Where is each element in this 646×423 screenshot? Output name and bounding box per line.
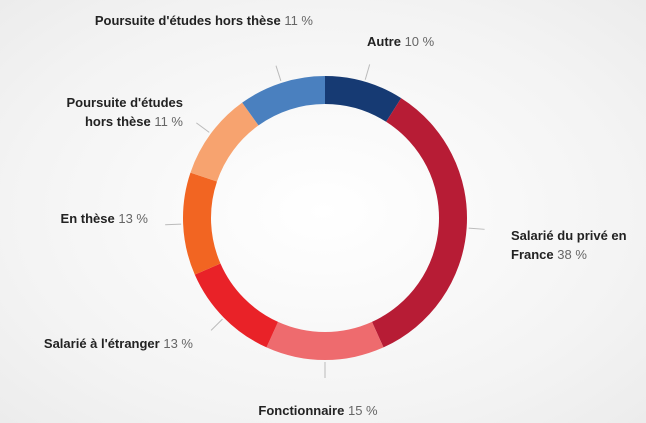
leader-line bbox=[364, 64, 371, 80]
donut-segment bbox=[371, 98, 468, 348]
category-name: Poursuite d'études hors thèse bbox=[66, 95, 184, 129]
value-label: 11 % bbox=[154, 114, 183, 129]
segment-label: Fonctionnaire 15 % bbox=[218, 401, 418, 420]
segment-label: En thèse 13 % bbox=[0, 209, 148, 228]
leader-line bbox=[210, 318, 223, 331]
category-name: Poursuite d'études hors thèse bbox=[94, 13, 281, 28]
value-label: 38 % bbox=[557, 247, 587, 262]
segment-label: Salarié du privé en France 38 % bbox=[511, 226, 636, 264]
value-label: 11 % bbox=[284, 13, 313, 28]
leader-line bbox=[468, 227, 485, 230]
value-label: 15 % bbox=[347, 403, 378, 418]
category-name: Autre bbox=[367, 34, 401, 49]
category-name: Fonctionnaire bbox=[258, 403, 345, 418]
segment-label: Salarié à l'étranger 13 % bbox=[3, 334, 193, 353]
category-name: Salarié du privé en France bbox=[511, 228, 627, 262]
segment-label: Poursuite d'études hors thèse 11 % bbox=[13, 11, 313, 30]
donut-segment bbox=[242, 76, 325, 126]
segment-label: Poursuite d'études hors thèse 11 % bbox=[48, 93, 184, 131]
category-name: En thèse bbox=[60, 211, 115, 226]
leader-line bbox=[196, 122, 210, 133]
leader-line bbox=[165, 223, 182, 226]
value-label: 13 % bbox=[163, 336, 193, 351]
value-label: 10 % bbox=[404, 34, 435, 49]
donut-segment bbox=[266, 321, 384, 360]
category-name: Salarié à l'étranger bbox=[43, 336, 160, 351]
donut-segment bbox=[194, 263, 279, 348]
donut-segment bbox=[190, 102, 259, 182]
segment-label: Autre 10 % bbox=[367, 32, 434, 51]
donut-segment bbox=[325, 76, 402, 122]
leader-line bbox=[275, 65, 282, 82]
value-label: 13 % bbox=[118, 211, 148, 226]
donut-segment bbox=[183, 172, 221, 275]
